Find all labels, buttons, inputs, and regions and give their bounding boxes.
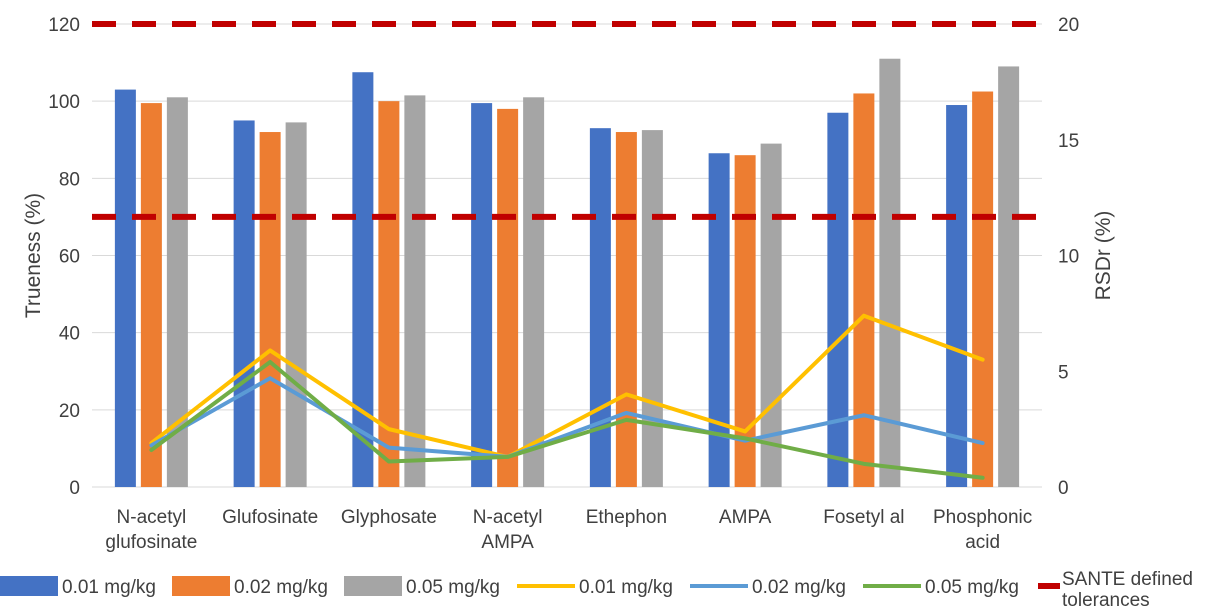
bar	[352, 72, 374, 488]
series-line	[149, 313, 985, 459]
y2-tick-label: 15	[1058, 131, 1079, 152]
y-tick-label: 20	[59, 401, 80, 422]
bar	[998, 66, 1020, 488]
legend-label: 0.05 mg/kg	[925, 577, 1019, 598]
y-tick-label: 40	[59, 324, 80, 345]
bar	[734, 155, 756, 487]
bar	[140, 103, 162, 488]
legend-label: SANTE defined	[1062, 569, 1193, 590]
x-tick-label: N-acetyl	[473, 507, 543, 528]
bar	[166, 97, 188, 487]
legend-label: 0.01 mg/kg	[579, 577, 673, 598]
bar	[114, 89, 136, 487]
series-line	[149, 376, 985, 459]
x-tick-label: Phosphonic	[933, 507, 1032, 528]
bar	[879, 58, 901, 487]
y-tick-label: 0	[69, 478, 80, 499]
legend-label: 0.02 mg/kg	[752, 577, 846, 598]
y2-tick-label: 20	[1058, 15, 1079, 36]
x-tick-label: Fosetyl al	[823, 507, 904, 528]
x-tick-label: N-acetyl	[117, 507, 187, 528]
legend-label: 0.05 mg/kg	[406, 577, 500, 598]
legend-swatch	[172, 576, 230, 596]
y-tick-label: 80	[59, 169, 80, 190]
y-tick-label: 60	[59, 247, 80, 268]
y-tick-label: 120	[48, 15, 80, 36]
legend-label: 0.01 mg/kg	[62, 577, 156, 598]
bar	[378, 101, 400, 488]
bar	[404, 95, 426, 488]
bar	[523, 97, 545, 487]
x-tick-label: Ethephon	[586, 507, 667, 528]
bar	[259, 132, 281, 488]
bar	[285, 122, 307, 487]
y2-tick-label: 10	[1058, 247, 1079, 268]
x-tick-label: AMPA	[719, 507, 772, 528]
bar	[497, 108, 519, 487]
y2-tick-label: 5	[1058, 362, 1069, 383]
bar	[946, 105, 968, 488]
bar	[853, 93, 875, 487]
legend-swatch	[0, 576, 58, 596]
bar	[615, 132, 637, 488]
x-tick-label: acid	[965, 532, 1000, 553]
x-tick-label: glufosinate	[105, 532, 197, 553]
x-tick-label: Glyphosate	[341, 507, 437, 528]
y2-axis-title: RSDr (%)	[1092, 211, 1115, 301]
y-tick-label: 100	[48, 92, 80, 113]
y2-tick-label: 0	[1058, 478, 1069, 499]
legend-label: 0.02 mg/kg	[234, 577, 328, 598]
x-tick-label: Glufosinate	[222, 507, 318, 528]
bar	[641, 130, 663, 487]
bar	[471, 103, 493, 488]
bar	[827, 112, 849, 487]
x-tick-label: AMPA	[481, 532, 534, 553]
y-axis-title: Trueness (%)	[22, 193, 45, 318]
bar	[233, 120, 255, 487]
bar	[972, 91, 994, 487]
bar	[589, 128, 611, 488]
bar	[708, 153, 730, 488]
legend-swatch	[344, 576, 402, 596]
legend-label: tolerances	[1062, 590, 1150, 607]
series-line	[149, 359, 985, 480]
